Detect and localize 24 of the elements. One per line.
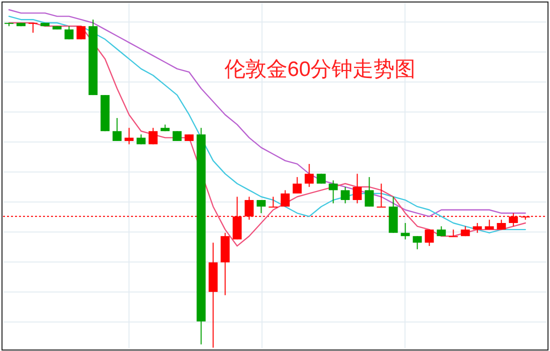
candlestick [292,176,302,194]
candlestick [124,127,134,145]
candlestick [256,200,266,214]
candlestick [304,163,314,188]
candlestick [328,180,338,204]
text: 伦敦金60分钟走势图 [224,58,416,81]
candlestick [376,183,386,208]
candlestick [112,118,122,142]
candlestick [424,229,434,246]
candlestick [448,229,458,238]
candlestick [268,196,278,208]
candlestick [352,173,362,204]
candlestick [172,130,182,142]
candlestick [148,127,158,145]
candlestick [472,222,482,234]
candlestick [76,26,86,40]
candlestick [64,26,74,40]
candlestick [364,176,374,208]
candlestick [400,222,410,240]
candlestick [28,22,38,34]
candlestick [412,236,422,250]
candlestick [136,134,146,145]
candlestick [340,186,350,204]
candlestick [280,190,290,208]
